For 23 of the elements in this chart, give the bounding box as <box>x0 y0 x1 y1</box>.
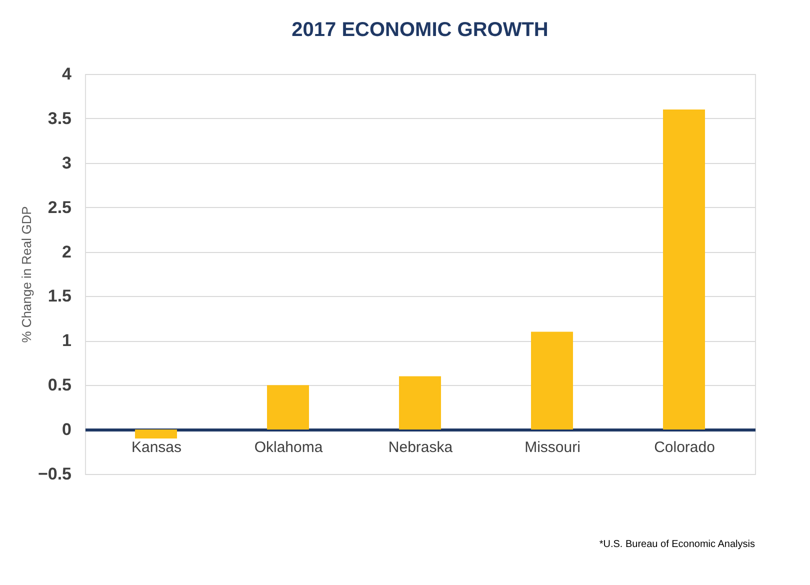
x-tick-label: Colorado <box>654 439 715 456</box>
x-tick-label: Kansas <box>131 439 182 456</box>
y-axis-title: % Change in Real GDP <box>18 206 34 343</box>
chart-title: 2017 ECONOMIC GROWTH <box>292 19 548 41</box>
y-tick-label: 0.5 <box>48 376 72 395</box>
bar <box>135 430 177 438</box>
y-tick-label: 0 <box>62 420 72 440</box>
y-tick-label: 4 <box>62 64 72 84</box>
y-tick-label: 2.5 <box>48 198 72 217</box>
x-tick-label: Oklahoma <box>254 439 324 456</box>
x-tick-label: Missouri <box>524 439 580 456</box>
bar <box>663 110 705 430</box>
y-tick-label: 1.5 <box>48 286 72 306</box>
y-tick-label: 3 <box>62 153 72 172</box>
text: *U.S. Bureau of Economic Analysis <box>599 539 755 550</box>
bar <box>267 385 309 430</box>
y-tick-label: 3.5 <box>48 108 72 128</box>
y-tick-label: −0.5 <box>38 464 72 484</box>
bar <box>531 332 573 430</box>
x-tick-label: Nebraska <box>388 439 454 456</box>
bar <box>399 376 441 430</box>
y-tick-label: 1 <box>62 331 72 350</box>
y-tick-label: 2 <box>62 242 72 262</box>
